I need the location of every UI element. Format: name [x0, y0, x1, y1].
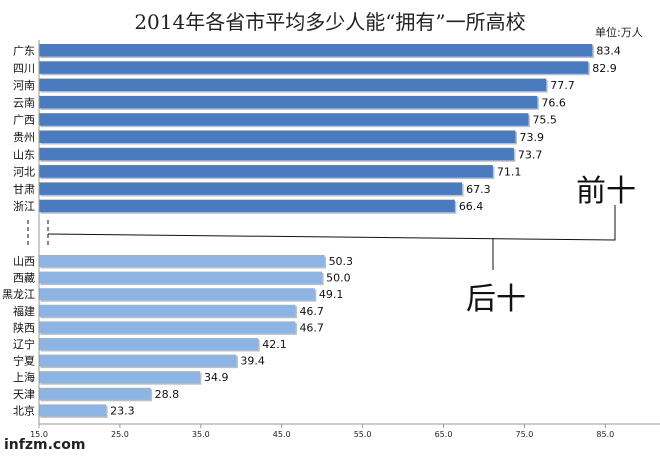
data-label: 34.9 — [204, 371, 229, 384]
bottom-ten-label: 后十 — [466, 282, 526, 317]
bar — [39, 371, 200, 384]
category-label: 山西 — [13, 255, 35, 268]
data-label: 77.7 — [550, 79, 575, 92]
bar — [39, 321, 296, 334]
data-label: 76.6 — [541, 96, 566, 109]
data-label: 71.1 — [497, 166, 522, 179]
bar — [39, 271, 323, 284]
bar — [39, 113, 529, 126]
category-label: 福建 — [13, 304, 35, 318]
data-label: 23.3 — [110, 404, 135, 417]
x-tick-label: 15.0 — [30, 430, 48, 439]
category-label: 辽宁 — [13, 337, 35, 351]
x-tick-label: 85.0 — [596, 430, 614, 439]
category-label: 黑龙江 — [2, 288, 35, 301]
data-label: 49.1 — [319, 288, 344, 301]
category-label: 河南 — [13, 79, 35, 92]
bar — [39, 182, 463, 195]
data-label: 50.3 — [329, 255, 354, 268]
bar — [39, 44, 593, 57]
x-tick-label: 55.0 — [354, 430, 372, 439]
category-label: 广西 — [13, 114, 35, 127]
category-label: 天津 — [13, 388, 35, 401]
x-tick-label: 45.0 — [273, 430, 291, 439]
category-label: 山东 — [13, 148, 35, 161]
bar — [39, 255, 325, 267]
unit-label: 单位:万人 — [595, 26, 643, 39]
bar — [39, 288, 315, 301]
bar — [39, 338, 259, 350]
data-label: 46.7 — [299, 305, 324, 318]
bar — [39, 165, 493, 178]
x-tick-label: 25.0 — [111, 430, 129, 439]
data-label: 83.4 — [596, 45, 621, 58]
top-ten-bracket — [47, 205, 616, 241]
category-label: 宁夏 — [13, 354, 35, 368]
x-tick-label: 35.0 — [192, 430, 210, 439]
bar — [39, 130, 516, 143]
category-label: 上海 — [13, 370, 35, 384]
category-label: 四川 — [13, 62, 35, 75]
data-label: 75.5 — [532, 114, 557, 127]
data-label: 67.3 — [466, 183, 491, 196]
category-label: 西藏 — [13, 272, 35, 285]
data-label: 73.9 — [520, 131, 545, 144]
x-tick-label: 65.0 — [435, 430, 453, 439]
category-label: 云南 — [13, 96, 35, 109]
data-label: 39.4 — [240, 355, 265, 368]
category-label: 陕西 — [13, 320, 35, 334]
data-label: 50.0 — [326, 272, 351, 285]
bar — [39, 404, 107, 417]
bar — [39, 199, 455, 213]
bar — [39, 147, 514, 161]
category-label: 广东 — [13, 45, 35, 58]
top-ten-label: 前十 — [576, 174, 636, 209]
x-tick-label: 75.0 — [515, 430, 533, 439]
data-label: 46.7 — [299, 321, 324, 334]
bar — [39, 354, 237, 367]
data-label: 28.8 — [155, 388, 180, 401]
data-label: 73.7 — [518, 148, 543, 161]
watermark-logo: infzm.com — [4, 437, 86, 453]
data-label: 66.4 — [459, 200, 484, 213]
data-label: 82.9 — [592, 62, 617, 75]
bar — [39, 304, 296, 317]
category-label: 浙江 — [13, 200, 35, 213]
bar — [39, 78, 547, 92]
bar — [39, 387, 151, 400]
category-label: 河北 — [13, 166, 35, 179]
data-label: 42.1 — [262, 338, 287, 351]
chart-title: 2014年各省市平均多少人能“拥有”一所高校 — [134, 10, 526, 34]
category-label: 贵州 — [13, 131, 35, 144]
category-label: 北京 — [13, 403, 35, 417]
bar — [39, 61, 589, 74]
bar — [39, 95, 538, 109]
category-label: 甘肃 — [13, 183, 35, 196]
